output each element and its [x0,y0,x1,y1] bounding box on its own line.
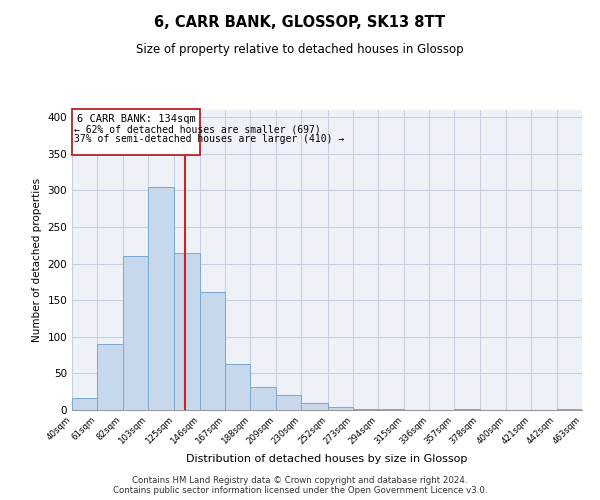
Bar [122,256,148,410]
Text: ← 62% of detached houses are smaller (697): ← 62% of detached houses are smaller (69… [74,124,321,134]
Bar [97,344,122,410]
X-axis label: Distribution of detached houses by size in Glossop: Distribution of detached houses by size … [187,454,467,464]
Bar [175,254,200,410]
Bar [328,407,353,410]
Text: Contains HM Land Registry data © Crown copyright and database right 2024.: Contains HM Land Registry data © Crown c… [132,476,468,485]
Text: 6, CARR BANK, GLOSSOP, SK13 8TT: 6, CARR BANK, GLOSSOP, SK13 8TT [154,15,446,30]
Bar [225,364,250,410]
Bar [557,408,582,410]
Text: Size of property relative to detached houses in Glossop: Size of property relative to detached ho… [136,42,464,56]
Y-axis label: Number of detached properties: Number of detached properties [32,178,42,342]
Bar [276,396,301,410]
Bar [250,388,276,410]
Text: 37% of semi-detached houses are larger (410) →: 37% of semi-detached houses are larger (… [74,134,344,144]
Text: Contains public sector information licensed under the Open Government Licence v3: Contains public sector information licen… [113,486,487,495]
Bar [148,187,175,410]
Bar [72,398,97,410]
Bar [200,292,225,410]
Text: 6 CARR BANK: 134sqm: 6 CARR BANK: 134sqm [77,114,195,124]
Bar [353,408,378,410]
Bar [301,402,328,410]
FancyBboxPatch shape [72,108,200,156]
